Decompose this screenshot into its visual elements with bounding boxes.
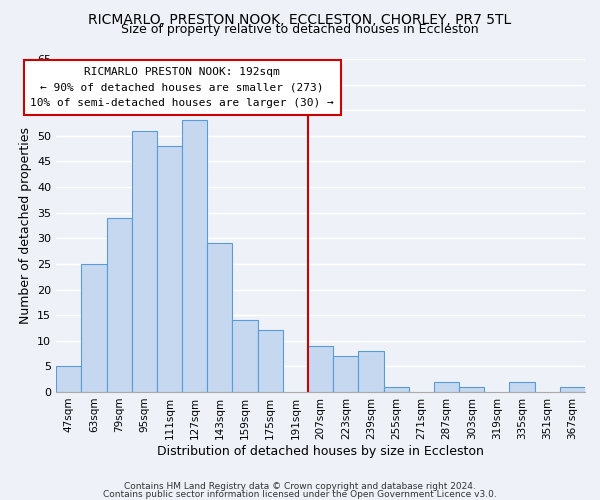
Bar <box>308 346 333 392</box>
Bar <box>82 264 107 392</box>
Bar <box>56 366 82 392</box>
Y-axis label: Number of detached properties: Number of detached properties <box>19 127 32 324</box>
Bar <box>383 387 409 392</box>
Text: Size of property relative to detached houses in Eccleston: Size of property relative to detached ho… <box>121 22 479 36</box>
Bar <box>207 244 232 392</box>
Bar <box>182 120 207 392</box>
X-axis label: Distribution of detached houses by size in Eccleston: Distribution of detached houses by size … <box>157 444 484 458</box>
Bar <box>132 130 157 392</box>
Text: Contains public sector information licensed under the Open Government Licence v3: Contains public sector information licen… <box>103 490 497 499</box>
Text: RICMARLO PRESTON NOOK: 192sqm
← 90% of detached houses are smaller (273)
10% of : RICMARLO PRESTON NOOK: 192sqm ← 90% of d… <box>30 66 334 108</box>
Text: Contains HM Land Registry data © Crown copyright and database right 2024.: Contains HM Land Registry data © Crown c… <box>124 482 476 491</box>
Bar <box>434 382 459 392</box>
Bar <box>157 146 182 392</box>
Bar <box>560 387 585 392</box>
Bar <box>257 330 283 392</box>
Text: RICMARLO, PRESTON NOOK, ECCLESTON, CHORLEY, PR7 5TL: RICMARLO, PRESTON NOOK, ECCLESTON, CHORL… <box>88 12 512 26</box>
Bar <box>459 387 484 392</box>
Bar <box>333 356 358 392</box>
Bar <box>358 351 383 392</box>
Bar <box>232 320 257 392</box>
Bar <box>509 382 535 392</box>
Bar <box>107 218 132 392</box>
